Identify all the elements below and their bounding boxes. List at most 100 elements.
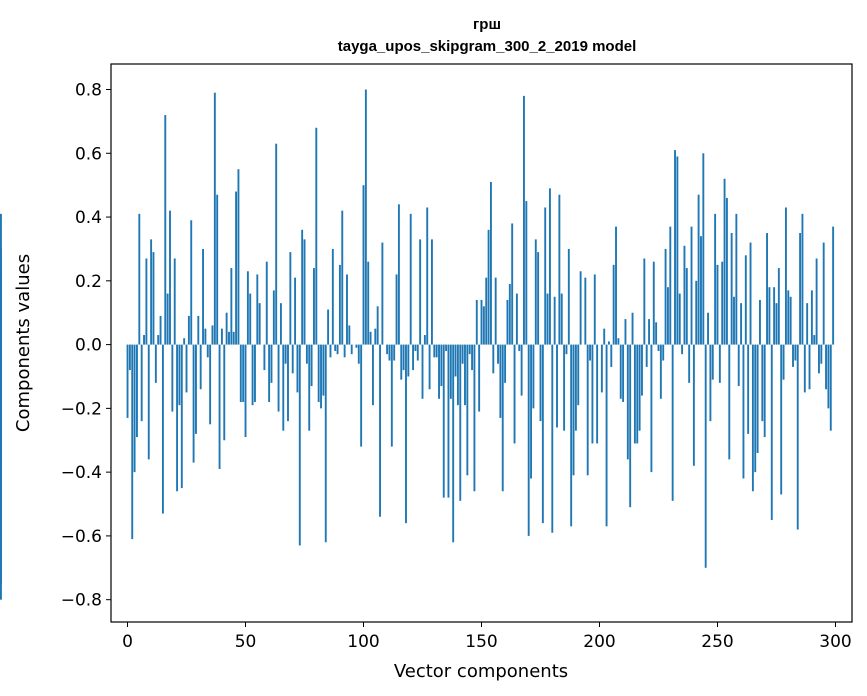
bar [346,274,348,345]
bar [338,264,341,345]
bar [723,178,726,345]
bar [721,261,724,345]
bar [702,153,705,345]
bar [178,344,181,406]
bar [690,226,693,345]
bar [159,315,162,345]
bar [237,169,240,345]
bar [263,344,266,371]
bar [567,248,570,345]
bar [128,344,131,371]
bar [454,344,457,377]
bar [277,344,280,412]
bar [610,344,613,367]
bar [617,338,620,345]
bar [570,344,573,527]
bar [433,344,436,358]
bar [400,344,403,380]
bar [700,236,702,345]
bar [176,344,179,492]
bar [336,344,339,355]
x-axis-label: Vector components [394,661,568,682]
bar [565,344,568,355]
bar [671,344,674,501]
bar [485,277,488,345]
bar [676,156,679,345]
bar [501,344,504,492]
bar [431,239,433,345]
bar [357,344,360,364]
x-tick-label: 150 [465,632,497,652]
bar [223,344,226,441]
bar [192,344,195,463]
bar [725,197,728,345]
bar [440,344,443,387]
bar [740,303,743,345]
y-axis: 0.8 0.6 0.4 0.2 0.0 −0.2 −0.4 −0.6 −0.8 [61,81,111,611]
bar [487,229,490,345]
bar [683,245,686,345]
bar [393,344,396,361]
x-tick-label: 300 [819,632,851,652]
bar [641,344,643,396]
bar [492,344,495,374]
y-axis-label: Components values [13,254,34,432]
bar [685,268,688,345]
bar [546,293,549,345]
bar [832,226,835,345]
bar [508,284,511,345]
bar [315,127,318,345]
bar [461,344,464,364]
bar [631,312,634,345]
bar [317,344,320,402]
bar [244,344,247,438]
y-tick-label: 0.2 [75,272,102,292]
bar [615,226,617,345]
bar [206,344,209,358]
bar [209,344,212,425]
bar [138,213,141,345]
bar [666,287,669,345]
bar [612,264,615,345]
bar [364,89,367,345]
bar [761,344,764,422]
bar [218,344,221,469]
chart-title: грш [473,16,501,33]
bar [541,344,544,524]
bar [301,229,304,345]
bar [766,232,768,345]
bar [810,290,813,345]
bar [770,344,773,520]
bar [256,274,259,345]
bar [475,299,478,345]
bar [591,344,594,444]
bar [183,338,186,345]
bar [204,328,207,345]
bar [369,331,372,345]
bar [792,344,794,367]
bar [822,242,825,345]
bar [251,344,254,406]
bar [298,344,301,546]
bar [577,344,580,406]
bar [794,344,797,361]
bar [556,344,558,428]
bar [659,344,662,399]
bar [180,344,183,489]
bar [607,341,610,345]
bar [126,344,129,418]
bar [442,344,445,498]
bar [343,344,346,358]
bar [657,344,660,351]
bar [544,207,547,345]
y-tick-label: 0.6 [75,144,102,164]
bar [197,315,200,345]
bar [216,194,219,345]
bar [551,344,554,533]
bar [324,344,327,543]
bar [235,191,238,345]
bar [232,331,235,345]
bar [187,315,190,345]
bar [511,223,514,345]
